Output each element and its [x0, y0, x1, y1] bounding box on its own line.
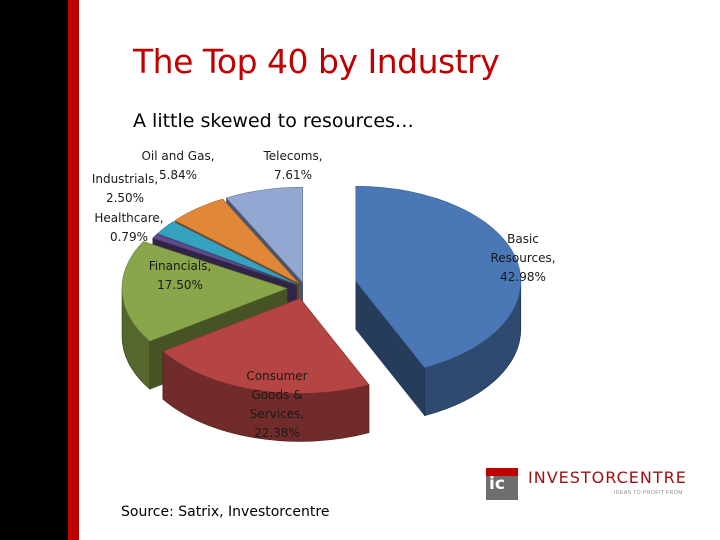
data-label-line: Basic — [507, 232, 539, 246]
slice-consumer-goods-services — [162, 297, 370, 442]
data-label-basic-resources: Basic Resources, 42.98% — [490, 232, 555, 284]
left-red-band — [68, 0, 79, 540]
slice-top — [355, 186, 522, 369]
slice-basic-resources — [355, 186, 522, 417]
data-label-line: Services, — [250, 407, 304, 421]
data-label-telecoms: Telecoms, 7.61% — [262, 149, 322, 182]
slide-title: The Top 40 by Industry — [133, 42, 500, 81]
slice-top — [152, 233, 297, 286]
logo-mark-text: ic — [489, 474, 505, 494]
data-label-line: Goods & — [251, 388, 302, 402]
data-label-line: 5.84% — [159, 168, 197, 182]
data-label-line: Resources, — [490, 251, 555, 265]
data-label-line: 0.79% — [110, 230, 148, 244]
slice-top — [225, 186, 303, 283]
logo-mark: ic — [486, 468, 518, 500]
data-label-line: 2.50% — [106, 191, 144, 205]
slice-top — [162, 298, 370, 394]
data-label-line: 42.98% — [500, 270, 546, 284]
slide-subtitle: A little skewed to resources… — [133, 110, 414, 132]
data-label-line: Consumer — [246, 369, 307, 383]
slice-top — [157, 221, 298, 285]
data-label-line: Financials, — [149, 259, 212, 273]
data-label-line: Telecoms, — [262, 149, 322, 163]
data-label-oil-and-gas: Oil and Gas, 5.84% — [141, 149, 214, 182]
data-label-line: Oil and Gas, — [141, 149, 214, 163]
data-label-financials: Financials, 17.50% — [149, 259, 212, 292]
data-label-line: 22.38% — [254, 426, 300, 440]
pie-chart: Basic Resources, 42.98% Consumer Goods & Serv… — [92, 149, 556, 442]
logo-tagline: IDEAS TO PROFIT FROM — [614, 490, 683, 496]
data-label-line: Industrials, — [92, 172, 158, 186]
data-label-line: 7.61% — [274, 168, 312, 182]
data-label-line: Healthcare, — [94, 211, 163, 225]
left-black-band — [0, 0, 68, 540]
source-note: Source: Satrix, Investorcentre — [121, 504, 330, 520]
data-label-consumer-goods-services: Consumer Goods & Services, 22.38% — [246, 369, 307, 440]
data-label-healthcare: Healthcare, 0.79% — [94, 211, 163, 244]
investorcentre-logo: ic INVESTORCENTRE IDEAS TO PROFIT FROM — [486, 468, 696, 502]
logo-mark-bar — [486, 468, 518, 476]
slice-top — [174, 198, 300, 284]
data-label-industrials: Industrials, 2.50% — [92, 172, 158, 205]
slice-top — [121, 241, 288, 342]
logo-name: INVESTORCENTRE — [528, 468, 687, 487]
data-label-line: 17.50% — [157, 278, 203, 292]
